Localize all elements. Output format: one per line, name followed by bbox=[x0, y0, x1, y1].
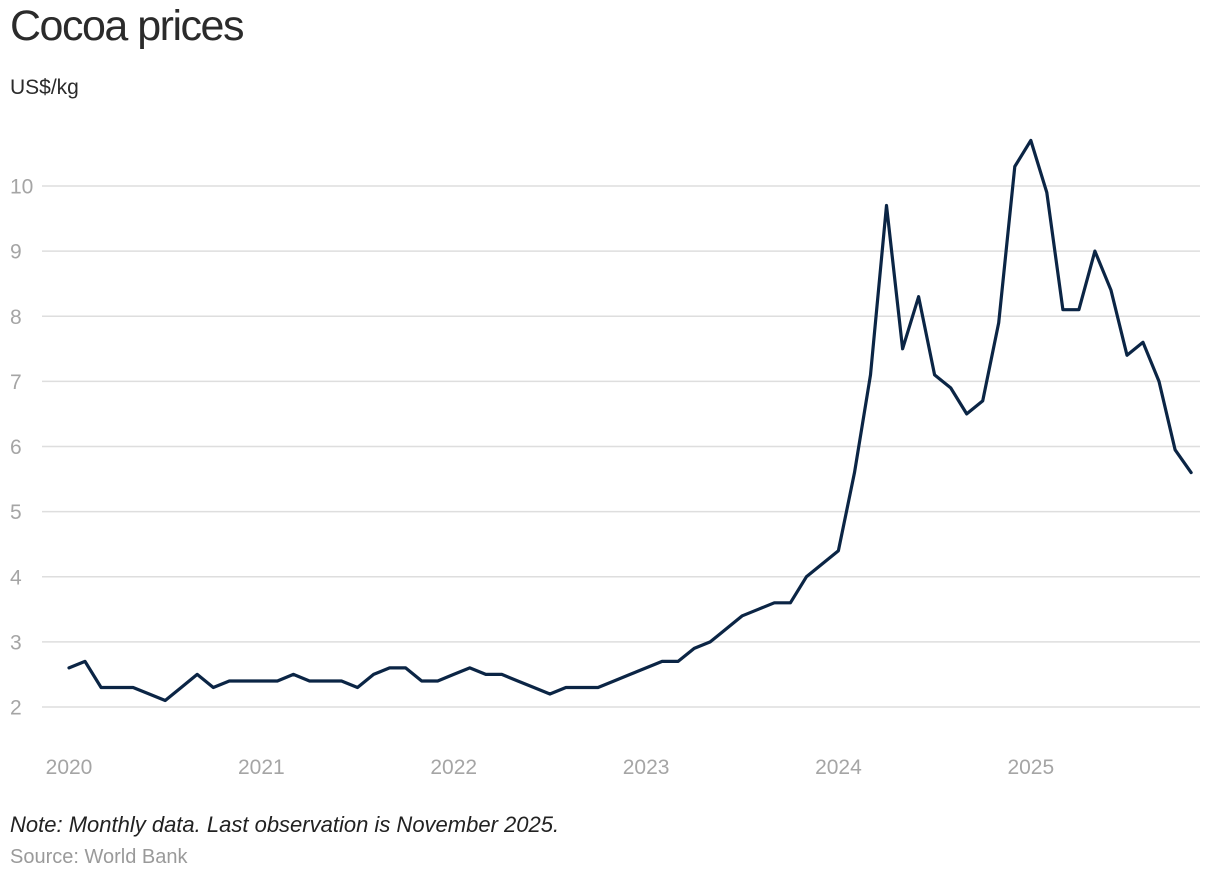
y-tick-label-10: 10 bbox=[10, 176, 33, 199]
y-tick-label-4: 4 bbox=[10, 566, 22, 589]
x-axis-ticks: 2020 2021 2022 2023 2024 2025 bbox=[46, 756, 1055, 779]
cocoa-price-chart: 2 3 4 5 6 7 8 9 10 2020 2021 2022 2023 2024 2025 bbox=[10, 138, 1200, 779]
x-tick-label-2025: 2025 bbox=[1007, 756, 1054, 779]
x-tick-label-2024: 2024 bbox=[815, 756, 862, 779]
series-group bbox=[67, 138, 1193, 703]
y-tick-label-5: 5 bbox=[10, 501, 22, 524]
chart-note: Note: Monthly data. Last observation is … bbox=[10, 812, 560, 837]
gridlines bbox=[42, 185, 1200, 708]
x-tick-label-2020: 2020 bbox=[46, 756, 93, 779]
y-tick-label-8: 8 bbox=[10, 306, 22, 329]
y-axis-ticks: 2 3 4 5 6 7 8 9 10 bbox=[10, 176, 33, 720]
y-tick-label-6: 6 bbox=[10, 436, 22, 459]
x-tick-label-2023: 2023 bbox=[623, 756, 670, 779]
x-tick-label-2021: 2021 bbox=[238, 756, 285, 779]
y-tick-label-3: 3 bbox=[10, 631, 22, 654]
x-tick-label-2022: 2022 bbox=[430, 756, 477, 779]
chart-title: Cocoa prices bbox=[10, 2, 244, 50]
y-tick-label-2: 2 bbox=[10, 697, 22, 720]
y-tick-label-7: 7 bbox=[10, 371, 22, 394]
y-axis-unit-label: US$/kg bbox=[10, 76, 79, 99]
chart-source: Source: World Bank bbox=[10, 846, 188, 868]
y-tick-label-9: 9 bbox=[10, 241, 22, 264]
series-line-0 bbox=[67, 138, 1193, 703]
